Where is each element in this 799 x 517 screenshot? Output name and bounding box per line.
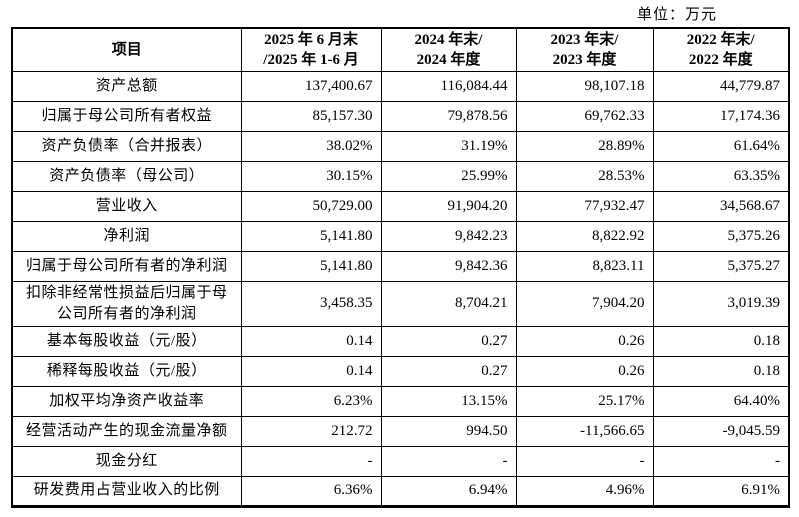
- cell-2024: 31.19%: [380, 130, 517, 162]
- cell-2022: 0.18: [652, 355, 790, 387]
- cell-2025: 6.36%: [240, 475, 382, 507]
- cell-2024: 8,704.21: [380, 280, 517, 327]
- cell-2022: 0.18: [652, 325, 790, 357]
- header-2024: 2024 年末/ 2024 年度: [380, 27, 517, 72]
- cell-2023: 25.17%: [515, 385, 654, 417]
- cell-2022: 64.40%: [652, 385, 790, 417]
- cell-2025: -: [240, 445, 382, 477]
- cell-2025: 0.14: [240, 355, 382, 387]
- cell-2024: 9,842.36: [380, 250, 517, 282]
- cell-2024: -: [380, 445, 517, 477]
- cell-2023: 0.26: [515, 325, 654, 357]
- row-item-label: 营业收入: [11, 190, 242, 222]
- row-item-label: 稀释每股收益（元/股）: [11, 355, 242, 387]
- cell-2025: 85,157.30: [240, 100, 382, 132]
- cell-2023: 7,904.20: [515, 280, 654, 327]
- cell-2022: 34,568.67: [652, 190, 790, 222]
- cell-2024: 994.50: [380, 415, 517, 447]
- cell-2022: 44,779.87: [652, 70, 790, 102]
- unit-label: 单位：万元: [636, 7, 717, 23]
- cell-2022: 6.91%: [652, 475, 790, 507]
- cell-2023: 4.96%: [515, 475, 654, 507]
- cell-2023: -11,566.65: [515, 415, 654, 447]
- cell-2025: 5,141.80: [240, 250, 382, 282]
- financial-summary-table: 项目 2025 年 6 月末 /2025 年 1-6 月 2024 年末/ 20…: [11, 27, 790, 508]
- row-item-label: 资产负债率（合并报表）: [11, 130, 242, 162]
- cell-2022: 63.35%: [652, 160, 790, 192]
- cell-2023: 28.89%: [515, 130, 654, 162]
- cell-2025: 212.72: [240, 415, 382, 447]
- table-header-row: 项目 2025 年 6 月末 /2025 年 1-6 月 2024 年末/ 20…: [11, 27, 790, 72]
- cell-2023: 98,107.18: [515, 70, 654, 102]
- cell-2023: 8,822.92: [515, 220, 654, 252]
- cell-2025: 5,141.80: [240, 220, 382, 252]
- cell-2022: 61.64%: [652, 130, 790, 162]
- cell-2023: 0.26: [515, 355, 654, 387]
- row-item-label: 加权平均净资产收益率: [11, 385, 242, 417]
- cell-2024: 79,878.56: [380, 100, 517, 132]
- cell-2025: 137,400.67: [240, 70, 382, 102]
- cell-2023: 77,932.47: [515, 190, 654, 222]
- header-item: 项目: [11, 27, 242, 72]
- cell-2022: -9,045.59: [652, 415, 790, 447]
- row-item-label: 归属于母公司所有者权益: [11, 100, 242, 132]
- cell-2023: 69,762.33: [515, 100, 654, 132]
- cell-2024: 25.99%: [380, 160, 517, 192]
- cell-2024: 91,904.20: [380, 190, 517, 222]
- cell-2022: 5,375.27: [652, 250, 790, 282]
- row-item-label: 资产总额: [11, 70, 242, 102]
- cell-2024: 9,842.23: [380, 220, 517, 252]
- table-row: 研发费用占营业收入的比例 6.36% 6.94% 4.96% 6.91%: [11, 475, 790, 507]
- table-row: 资产负债率（母公司） 30.15% 25.99% 28.53% 63.35%: [11, 160, 790, 192]
- row-item-label: 经营活动产生的现金流量净额: [11, 415, 242, 447]
- cell-2024: 116,084.44: [380, 70, 517, 102]
- header-2022: 2022 年末/ 2022 年度: [652, 27, 790, 72]
- cell-2022: 3,019.39: [652, 280, 790, 327]
- row-item-label: 净利润: [11, 220, 242, 252]
- cell-2024: 13.15%: [380, 385, 517, 417]
- cell-2022: 5,375.26: [652, 220, 790, 252]
- cell-2025: 50,729.00: [240, 190, 382, 222]
- row-item-label: 归属于母公司所有者的净利润: [11, 250, 242, 282]
- cell-2024: 0.27: [380, 355, 517, 387]
- table-row: 现金分红 - - - -: [11, 445, 790, 477]
- table-row: 归属于母公司所有者的净利润 5,141.80 9,842.36 8,823.11…: [11, 250, 790, 282]
- row-item-label: 研发费用占营业收入的比例: [11, 475, 242, 507]
- table-row: 净利润 5,141.80 9,842.23 8,822.92 5,375.26: [11, 220, 790, 252]
- table-row: 加权平均净资产收益率 6.23% 13.15% 25.17% 64.40%: [11, 385, 790, 417]
- table-row: 扣除非经常性损益后归属于母 公司所有者的净利润 3,458.35 8,704.2…: [11, 280, 790, 327]
- header-2023: 2023 年末/ 2023 年度: [515, 27, 654, 72]
- cell-2022: 17,174.36: [652, 100, 790, 132]
- cell-2023: 28.53%: [515, 160, 654, 192]
- row-item-label: 现金分红: [11, 445, 242, 477]
- header-2025: 2025 年 6 月末 /2025 年 1-6 月: [240, 27, 382, 72]
- table-row: 基本每股收益（元/股） 0.14 0.27 0.26 0.18: [11, 325, 790, 357]
- cell-2023: 8,823.11: [515, 250, 654, 282]
- cell-2023: -: [515, 445, 654, 477]
- table-row: 营业收入 50,729.00 91,904.20 77,932.47 34,56…: [11, 190, 790, 222]
- table-row: 稀释每股收益（元/股） 0.14 0.27 0.26 0.18: [11, 355, 790, 387]
- row-item-label: 扣除非经常性损益后归属于母 公司所有者的净利润: [11, 280, 242, 327]
- cell-2025: 30.15%: [240, 160, 382, 192]
- row-item-label: 资产负债率（母公司）: [11, 160, 242, 192]
- cell-2022: -: [652, 445, 790, 477]
- row-item-label: 基本每股收益（元/股）: [11, 325, 242, 357]
- table-row: 资产负债率（合并报表） 38.02% 31.19% 28.89% 61.64%: [11, 130, 790, 162]
- cell-2025: 38.02%: [240, 130, 382, 162]
- cell-2024: 0.27: [380, 325, 517, 357]
- table-row: 归属于母公司所有者权益 85,157.30 79,878.56 69,762.3…: [11, 100, 790, 132]
- table-row: 资产总额 137,400.67 116,084.44 98,107.18 44,…: [11, 70, 790, 102]
- cell-2025: 3,458.35: [240, 280, 382, 327]
- cell-2024: 6.94%: [380, 475, 517, 507]
- cell-2025: 6.23%: [240, 385, 382, 417]
- table-row: 经营活动产生的现金流量净额 212.72 994.50 -11,566.65 -…: [11, 415, 790, 447]
- cell-2025: 0.14: [240, 325, 382, 357]
